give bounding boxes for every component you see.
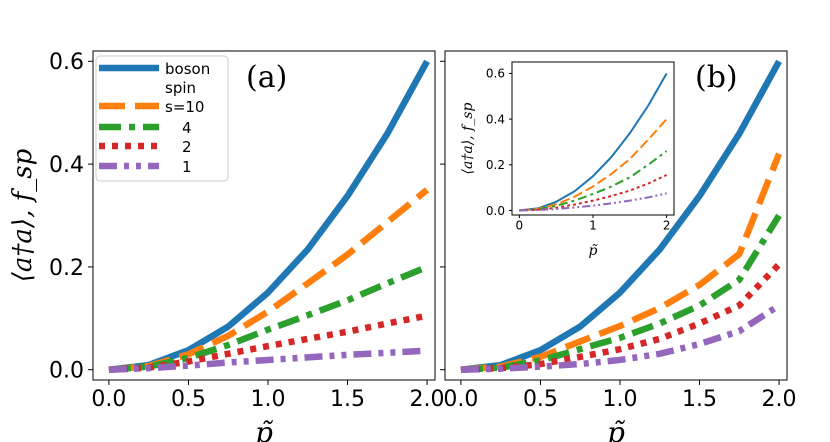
inset-series-4 — [519, 192, 667, 212]
panel-b-frame — [444, 50, 788, 381]
panel-a-xtick-label-3: 1.5 — [330, 387, 365, 412]
panel-b-xtick-label-4: 2.0 — [762, 387, 797, 412]
legend-label-1: spin — [165, 79, 196, 97]
panel-b-xtick-label-1: 0.5 — [523, 387, 558, 412]
panel-b-xlabel: p̃ — [607, 416, 626, 442]
panel-b-xtick-label-3: 1.5 — [682, 387, 717, 412]
inset-xtick-label-1: 1 — [589, 218, 597, 232]
panel-a-xlabel: p̃ — [255, 416, 274, 442]
inset-series-1 — [519, 118, 668, 212]
inset-xtick-label-2: 2 — [663, 218, 671, 232]
inset-ytick-label-1: 0.2 — [486, 158, 505, 172]
legend-label-5: 1 — [182, 158, 192, 176]
panel-a-ytick-label-2: 0.4 — [49, 153, 84, 178]
inset-xlabel: p̃ — [589, 243, 598, 259]
panel-a-axes: 0.0 0.5 1.0 1.5 2.0 0.0 0.2 0.4 0.6 p̃ ⟨a†a⟩, f_sp… — [8, 50, 445, 442]
inset-ytick-label-2: 0.4 — [486, 112, 505, 126]
panel-a-xtick-label-4: 2.0 — [410, 387, 445, 412]
legend-label-4: 2 — [182, 138, 192, 156]
inset-series-0 — [519, 72, 668, 212]
legend-label-2: s=10 — [165, 98, 204, 116]
panel-a-xtick-label-2: 1.0 — [250, 387, 285, 412]
panel-a-panel-label: (a) — [246, 60, 287, 95]
panel-b-panel-label: (b) — [695, 60, 738, 95]
panel-a-series-4 — [108, 347, 428, 373]
legend-label-0: boson — [165, 60, 210, 78]
panel-b-xtick-label-0: 0.0 — [443, 387, 478, 412]
panel-a-ytick-label-0: 0.0 — [49, 359, 84, 384]
panel-a-ylabel: ⟨a†a⟩, f_sp — [8, 148, 38, 282]
inset-ylabel: ⟨a†a⟩, f_sp — [460, 103, 476, 175]
legend-frame — [95, 55, 229, 182]
panel-b-xtick-label-2: 1.0 — [602, 387, 637, 412]
panel-a-ytick-label-1: 0.2 — [49, 256, 84, 281]
inset-axes: 0 1 2 0.0 0.2 0.4 0.6 p̃ ⟨a†a⟩, f_sp — [460, 61, 675, 259]
panel-a-xtick-label-0: 0.0 — [91, 387, 126, 412]
inset-xtick-label-0: 0 — [516, 218, 524, 232]
inset-ytick-label-0: 0.0 — [486, 204, 505, 218]
inset-ytick-label-3: 0.6 — [486, 67, 505, 81]
panel-b-series-4 — [460, 302, 781, 373]
panel-a-ytick-label-3: 0.6 — [49, 50, 84, 75]
panel-a-frame — [92, 50, 436, 381]
panel-a-xtick-label-1: 0.5 — [171, 387, 206, 412]
legend-label-3: 4 — [182, 119, 192, 137]
inset-plot-area — [512, 62, 674, 215]
